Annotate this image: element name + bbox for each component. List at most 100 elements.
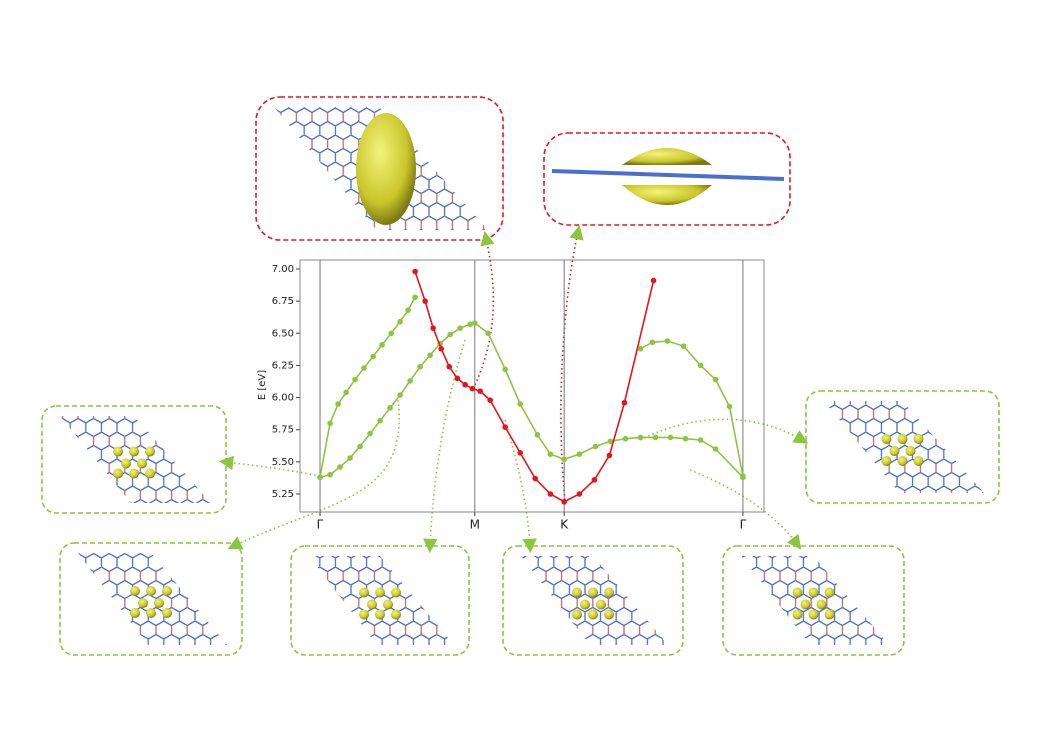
band-point (547, 451, 554, 457)
band-point (337, 464, 343, 470)
band-point (407, 378, 413, 384)
band-point (387, 405, 393, 411)
band-point (417, 363, 423, 370)
band-point (576, 491, 583, 497)
orbital (129, 446, 139, 457)
band-point (621, 399, 628, 406)
orbital (596, 599, 606, 610)
orbital (138, 598, 148, 608)
y-tick-label: 7.00 (272, 264, 294, 275)
lattice (309, 556, 454, 645)
orbital (881, 456, 892, 466)
band-point (650, 277, 657, 284)
band-line (319, 322, 744, 479)
orbital (913, 456, 924, 466)
band-point (370, 353, 376, 360)
y-tick-label: 6.75 (272, 296, 294, 307)
y-tick-label: 5.50 (272, 457, 294, 468)
orbital (824, 609, 835, 620)
orbital (604, 609, 614, 620)
band-point (487, 397, 493, 403)
orbital (162, 608, 172, 618)
band-point (430, 325, 436, 331)
band-point (367, 430, 373, 437)
lattice (521, 556, 668, 645)
orbital (572, 609, 582, 620)
band-point (502, 366, 508, 373)
band-point (547, 491, 554, 497)
orbital (897, 434, 908, 444)
y-tick-label: 5.75 (272, 425, 294, 436)
band-point (335, 401, 341, 407)
band-point (697, 362, 704, 369)
orbital (146, 586, 156, 596)
band-point (561, 456, 567, 463)
band-point (438, 345, 445, 352)
band-point (697, 437, 704, 443)
band-point (502, 424, 508, 430)
band-point (446, 363, 453, 370)
orbital (367, 599, 377, 610)
band-point (397, 392, 403, 398)
lattice (78, 553, 227, 645)
insets (41, 96, 1000, 656)
band-point (591, 477, 598, 483)
band-line (414, 271, 655, 503)
band-point (726, 403, 733, 410)
lattice (60, 416, 211, 503)
orbital (824, 587, 835, 598)
plot: 5.25 5.50 5.75 6.00 6.25 6.50 6.75 7.00 Γ M K Γ (272, 260, 747, 532)
band-point (327, 471, 333, 478)
band-point (592, 443, 599, 450)
orbital (154, 598, 164, 608)
band-point (377, 417, 383, 424)
band-point (712, 446, 719, 452)
orbital (572, 587, 582, 598)
orbital (130, 586, 140, 596)
orbital (145, 446, 155, 457)
band-point (361, 365, 367, 371)
orbital (792, 609, 803, 620)
band-point (427, 352, 433, 358)
orbital (816, 599, 827, 610)
band-point (561, 498, 567, 505)
band-point (534, 432, 541, 438)
lattice (824, 401, 984, 493)
band-point (680, 343, 687, 349)
orbital (889, 446, 900, 456)
band-point (606, 452, 613, 459)
band-point (649, 339, 656, 346)
band-point (682, 435, 689, 442)
band-point (447, 331, 453, 338)
band-point (667, 434, 674, 441)
orbital (391, 609, 401, 620)
lattice (741, 556, 889, 645)
orbital (383, 599, 393, 610)
y-tick-label: 6.25 (272, 360, 294, 371)
band-point (397, 318, 403, 325)
band-point (454, 375, 461, 382)
band-point (712, 376, 719, 383)
orbital (137, 458, 147, 469)
orbital (897, 456, 908, 466)
band-point (637, 434, 644, 441)
band-point (517, 450, 524, 456)
band-point (637, 345, 644, 352)
band-point (457, 325, 463, 331)
orbital (359, 609, 369, 620)
band-point (664, 338, 671, 344)
y-tick-label: 6.00 (272, 393, 294, 404)
band-point (532, 475, 539, 482)
band-point (347, 455, 353, 461)
arrow (227, 399, 400, 550)
band-point (517, 401, 524, 407)
orbital (580, 599, 590, 610)
x-tick-label: K (560, 518, 569, 532)
orbital (588, 609, 598, 620)
band-point (477, 388, 483, 394)
plot-frame (299, 259, 765, 513)
orbital (375, 609, 385, 620)
orbital (356, 113, 416, 225)
band-point (412, 268, 418, 275)
